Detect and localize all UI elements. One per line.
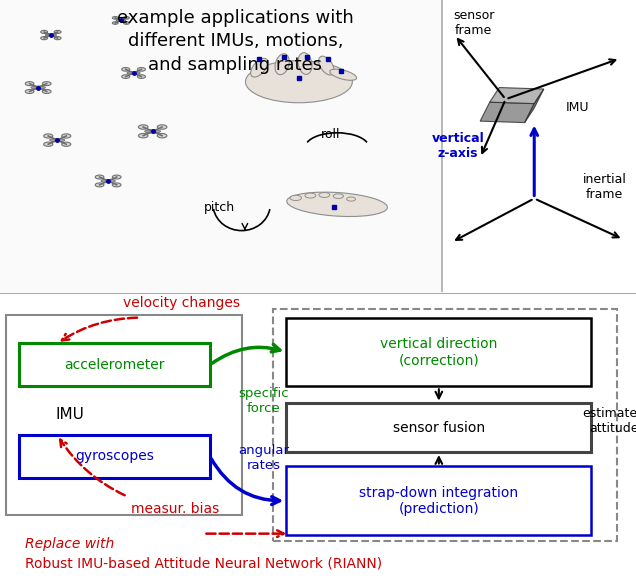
Circle shape [62, 142, 71, 146]
Circle shape [157, 125, 167, 129]
Text: sensor fusion: sensor fusion [393, 421, 485, 435]
Bar [6, 315, 242, 515]
Text: pitch: pitch [204, 201, 235, 214]
Circle shape [137, 75, 146, 79]
Text: Robust IMU-based Attitude Neural Network (RIANN): Robust IMU-based Attitude Neural Network… [25, 557, 383, 570]
Ellipse shape [330, 69, 357, 80]
Polygon shape [480, 102, 534, 123]
Circle shape [290, 195, 301, 201]
Text: gyroscopes: gyroscopes [75, 450, 154, 464]
Circle shape [121, 75, 130, 79]
Text: strap-down integration
(prediction): strap-down integration (prediction) [359, 486, 518, 516]
Circle shape [54, 36, 61, 40]
Circle shape [44, 134, 53, 138]
Polygon shape [490, 87, 544, 103]
Ellipse shape [298, 53, 312, 75]
Circle shape [305, 193, 316, 198]
Circle shape [157, 134, 167, 138]
Ellipse shape [245, 61, 352, 103]
Ellipse shape [319, 56, 334, 75]
Ellipse shape [31, 86, 45, 89]
Bar [286, 318, 591, 386]
Text: sensor
frame: sensor frame [453, 9, 495, 37]
Circle shape [139, 134, 148, 138]
Ellipse shape [251, 58, 268, 77]
Text: example applications with
different IMUs, motions,
and sampling rates: example applications with different IMUs… [117, 9, 354, 74]
Circle shape [25, 90, 34, 94]
Bar [19, 435, 210, 478]
Text: velocity changes: velocity changes [123, 297, 240, 310]
Text: IMU: IMU [55, 407, 85, 423]
Circle shape [95, 175, 104, 179]
Circle shape [123, 17, 129, 19]
Circle shape [137, 68, 146, 71]
Circle shape [43, 90, 51, 94]
FancyBboxPatch shape [0, 0, 442, 292]
Circle shape [41, 36, 48, 40]
Circle shape [121, 68, 130, 71]
Text: measur. bias: measur. bias [131, 502, 219, 516]
Text: vertical direction
(correction): vertical direction (correction) [380, 337, 497, 367]
Ellipse shape [144, 129, 161, 133]
Bar [19, 343, 210, 386]
Text: specific
force: specific force [238, 387, 289, 414]
Ellipse shape [45, 34, 57, 36]
Text: estimated
attitude: estimated attitude [582, 407, 636, 435]
Circle shape [43, 81, 51, 86]
Bar [273, 309, 617, 541]
Circle shape [319, 192, 330, 198]
Circle shape [139, 125, 148, 129]
Circle shape [25, 81, 34, 86]
Ellipse shape [116, 19, 126, 21]
Circle shape [41, 31, 48, 34]
Ellipse shape [101, 179, 115, 183]
Circle shape [113, 22, 118, 24]
Bar [286, 403, 591, 452]
Circle shape [113, 175, 121, 179]
Bar [286, 466, 591, 535]
Text: vertical
z-axis: vertical z-axis [432, 132, 484, 160]
Circle shape [113, 183, 121, 187]
Circle shape [123, 22, 129, 24]
Text: accelerometer: accelerometer [64, 358, 165, 372]
Ellipse shape [275, 54, 289, 75]
Text: angular
rates: angular rates [238, 444, 289, 472]
Circle shape [113, 17, 118, 19]
Circle shape [62, 134, 71, 138]
Polygon shape [525, 89, 544, 123]
Ellipse shape [50, 138, 65, 142]
Ellipse shape [127, 72, 140, 75]
Circle shape [333, 194, 343, 198]
Text: roll: roll [321, 128, 340, 141]
Circle shape [95, 183, 104, 187]
Text: inertial
frame: inertial frame [583, 173, 626, 201]
Circle shape [54, 31, 61, 34]
Circle shape [44, 142, 53, 146]
Text: IMU: IMU [566, 102, 590, 114]
Circle shape [347, 197, 356, 201]
Ellipse shape [287, 192, 387, 217]
Text: Replace with: Replace with [25, 536, 114, 551]
